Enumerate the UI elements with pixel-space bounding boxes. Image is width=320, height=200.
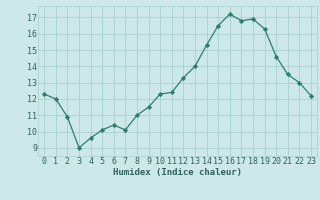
X-axis label: Humidex (Indice chaleur): Humidex (Indice chaleur) (113, 168, 242, 177)
